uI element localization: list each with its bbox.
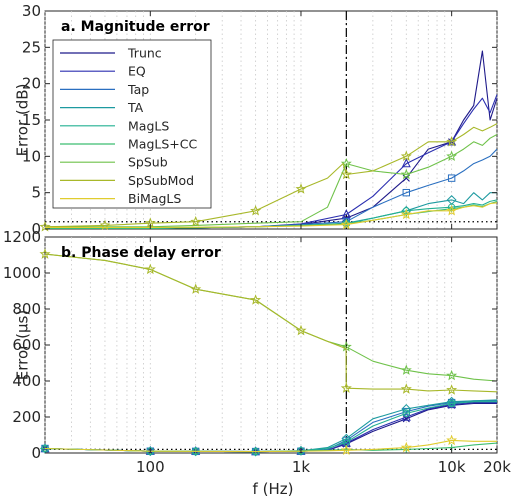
legend-item-magls-plus-cc: MagLS+CC — [60, 137, 197, 152]
phase-marker-spsubmod — [250, 294, 262, 305]
legend: Trunc EQ Tap TA MagLS MagLS+CC SpSub SpSubMod Bi… — [52, 39, 212, 209]
phase-marker-spsubmod — [144, 263, 156, 275]
magnitude-marker-tap — [402, 188, 410, 197]
magnitude-series-group — [39, 50, 498, 232]
magnitude-y-tick-label: 15 — [22, 111, 41, 129]
magnitude-line-spsub — [45, 134, 498, 228]
magnitude-marker-spsubmod — [446, 136, 458, 147]
legend-label: MagLS+CC — [128, 137, 197, 152]
magnitude-ticks: 0 5 10 15 20 25 30 — [22, 2, 498, 238]
magnitude-marker-spsub — [340, 157, 352, 169]
magnitude-marker-eq — [341, 209, 351, 219]
legend-label: MagLS — [128, 118, 169, 133]
phase-y-tick-label: 600 — [12, 336, 41, 354]
magnitude-series-spsub — [45, 134, 498, 228]
phase-y-tick-label: 1200 — [3, 228, 41, 246]
magnitude-y-tick-label: 20 — [22, 75, 41, 93]
magnitude-y-tick-label: 0 — [31, 220, 41, 238]
legend-label: SpSub — [128, 155, 168, 170]
magnitude-marker-bimagls — [400, 208, 412, 220]
magnitude-marker-spsubmod — [400, 150, 412, 162]
magnitude-marker-spsubmod — [250, 204, 262, 216]
phase-marker-spsub — [400, 364, 412, 375]
magnitude-series-bimagls — [45, 202, 498, 230]
magnitude-line-spsubmod — [44, 123, 498, 228]
magnitude-marker-spsubmod — [190, 215, 202, 227]
phase-marker-spsubmod — [446, 384, 458, 395]
magnitude-marker-spsubmod — [295, 183, 307, 194]
phase-y-tick-label: 400 — [12, 372, 41, 390]
magnitude-y-tick-label: 5 — [31, 184, 41, 202]
phase-series-group — [39, 248, 498, 457]
phase-marker-ta — [341, 433, 352, 444]
phase-panel-title: b. Phase delay error — [61, 245, 221, 261]
phase-line-spsubmod — [44, 253, 498, 393]
phase-marker-spsubmod — [295, 324, 307, 336]
magnitude-marker-spsub — [446, 150, 458, 162]
legend-item-spsubmod: SpSubMod — [60, 173, 194, 188]
magnitude-panel-title: a. Magnitude error — [61, 19, 210, 35]
magnitude-y-axis-label: Error (dB) — [13, 84, 31, 157]
phase-y-tick-label: 1000 — [3, 264, 41, 282]
x-tick-label: 1k — [292, 458, 311, 476]
legend-label: Trunc — [127, 46, 162, 61]
phase-marker-spsubmod — [190, 283, 202, 294]
legend-item-eq: EQ — [60, 64, 146, 79]
x-tick-label: 100 — [136, 458, 165, 476]
x-axis-label: f (Hz) — [253, 480, 294, 498]
magnitude-marker-spsub — [400, 168, 412, 180]
legend-item-trunc: Trunc — [60, 46, 162, 61]
phase-marker-magls — [447, 399, 456, 408]
phase-marker-ta — [446, 396, 457, 407]
legend-item-tap: Tap — [60, 82, 149, 97]
phase-marker-spsubmod — [39, 248, 51, 259]
legend-item-magls: MagLS — [60, 118, 169, 133]
legend-item-spsub: SpSub — [60, 155, 168, 170]
magnitude-marker-bimagls — [340, 218, 352, 230]
magnitude-line-bimagls — [45, 202, 498, 229]
legend-item-bimagls: BiMagLS — [60, 191, 181, 206]
magnitude-marker-eq — [401, 158, 411, 168]
phase-line-bimagls — [44, 439, 497, 453]
phase-reference-line — [45, 237, 497, 453]
x-tick-label: 20k — [483, 458, 511, 476]
phase-marker-spsubmod — [400, 383, 412, 394]
magnitude-reference-line — [45, 11, 497, 229]
legend-label: SpSubMod — [128, 173, 194, 188]
phase-y-axis-label: Error (μs) — [13, 310, 31, 380]
legend-item-ta: TA — [60, 100, 144, 115]
phase-marker-magls — [402, 409, 410, 418]
magnitude-error-panel: 0 5 10 15 20 25 30 a. Magnitude error Error (d… — [13, 2, 498, 238]
phase-y-tick-label: 200 — [12, 408, 41, 426]
legend-label: BiMagLS — [128, 191, 181, 206]
magnitude-y-tick-label: 30 — [22, 2, 41, 20]
phase-delay-error-panel: 0 200 400 600 800 1000 1200 100 1k 10k 20k b. Phas… — [3, 228, 511, 498]
phase-series-bimagls — [44, 434, 497, 456]
magnitude-y-tick-label: 25 — [22, 38, 41, 56]
phase-y-tick-label: 0 — [31, 444, 41, 462]
legend-label: EQ — [128, 64, 146, 79]
legend-label: Tap — [127, 82, 149, 97]
magnitude-marker-tap — [447, 174, 456, 182]
magnitude-marker-spsubmod — [340, 168, 352, 180]
phase-marker-bimagls — [400, 441, 412, 453]
phase-marker-bimagls — [340, 444, 352, 456]
magnitude-marker-bimagls — [446, 205, 458, 216]
magnitude-series-spsubmod — [39, 123, 498, 232]
phase-marker-bimagls — [446, 434, 458, 446]
phase-marker-spsub — [446, 369, 458, 381]
legend-label: TA — [127, 100, 144, 115]
magnitude-y-tick-label: 10 — [22, 147, 41, 165]
x-tick-label: 10k — [438, 458, 466, 476]
phase-series-spsubmod — [39, 248, 498, 395]
phase-y-tick-label: 800 — [12, 300, 41, 318]
phase-ticks: 0 200 400 600 800 1000 1200 100 1k 10k 20k — [3, 228, 511, 476]
phase-marker-spsubmod — [340, 382, 352, 393]
